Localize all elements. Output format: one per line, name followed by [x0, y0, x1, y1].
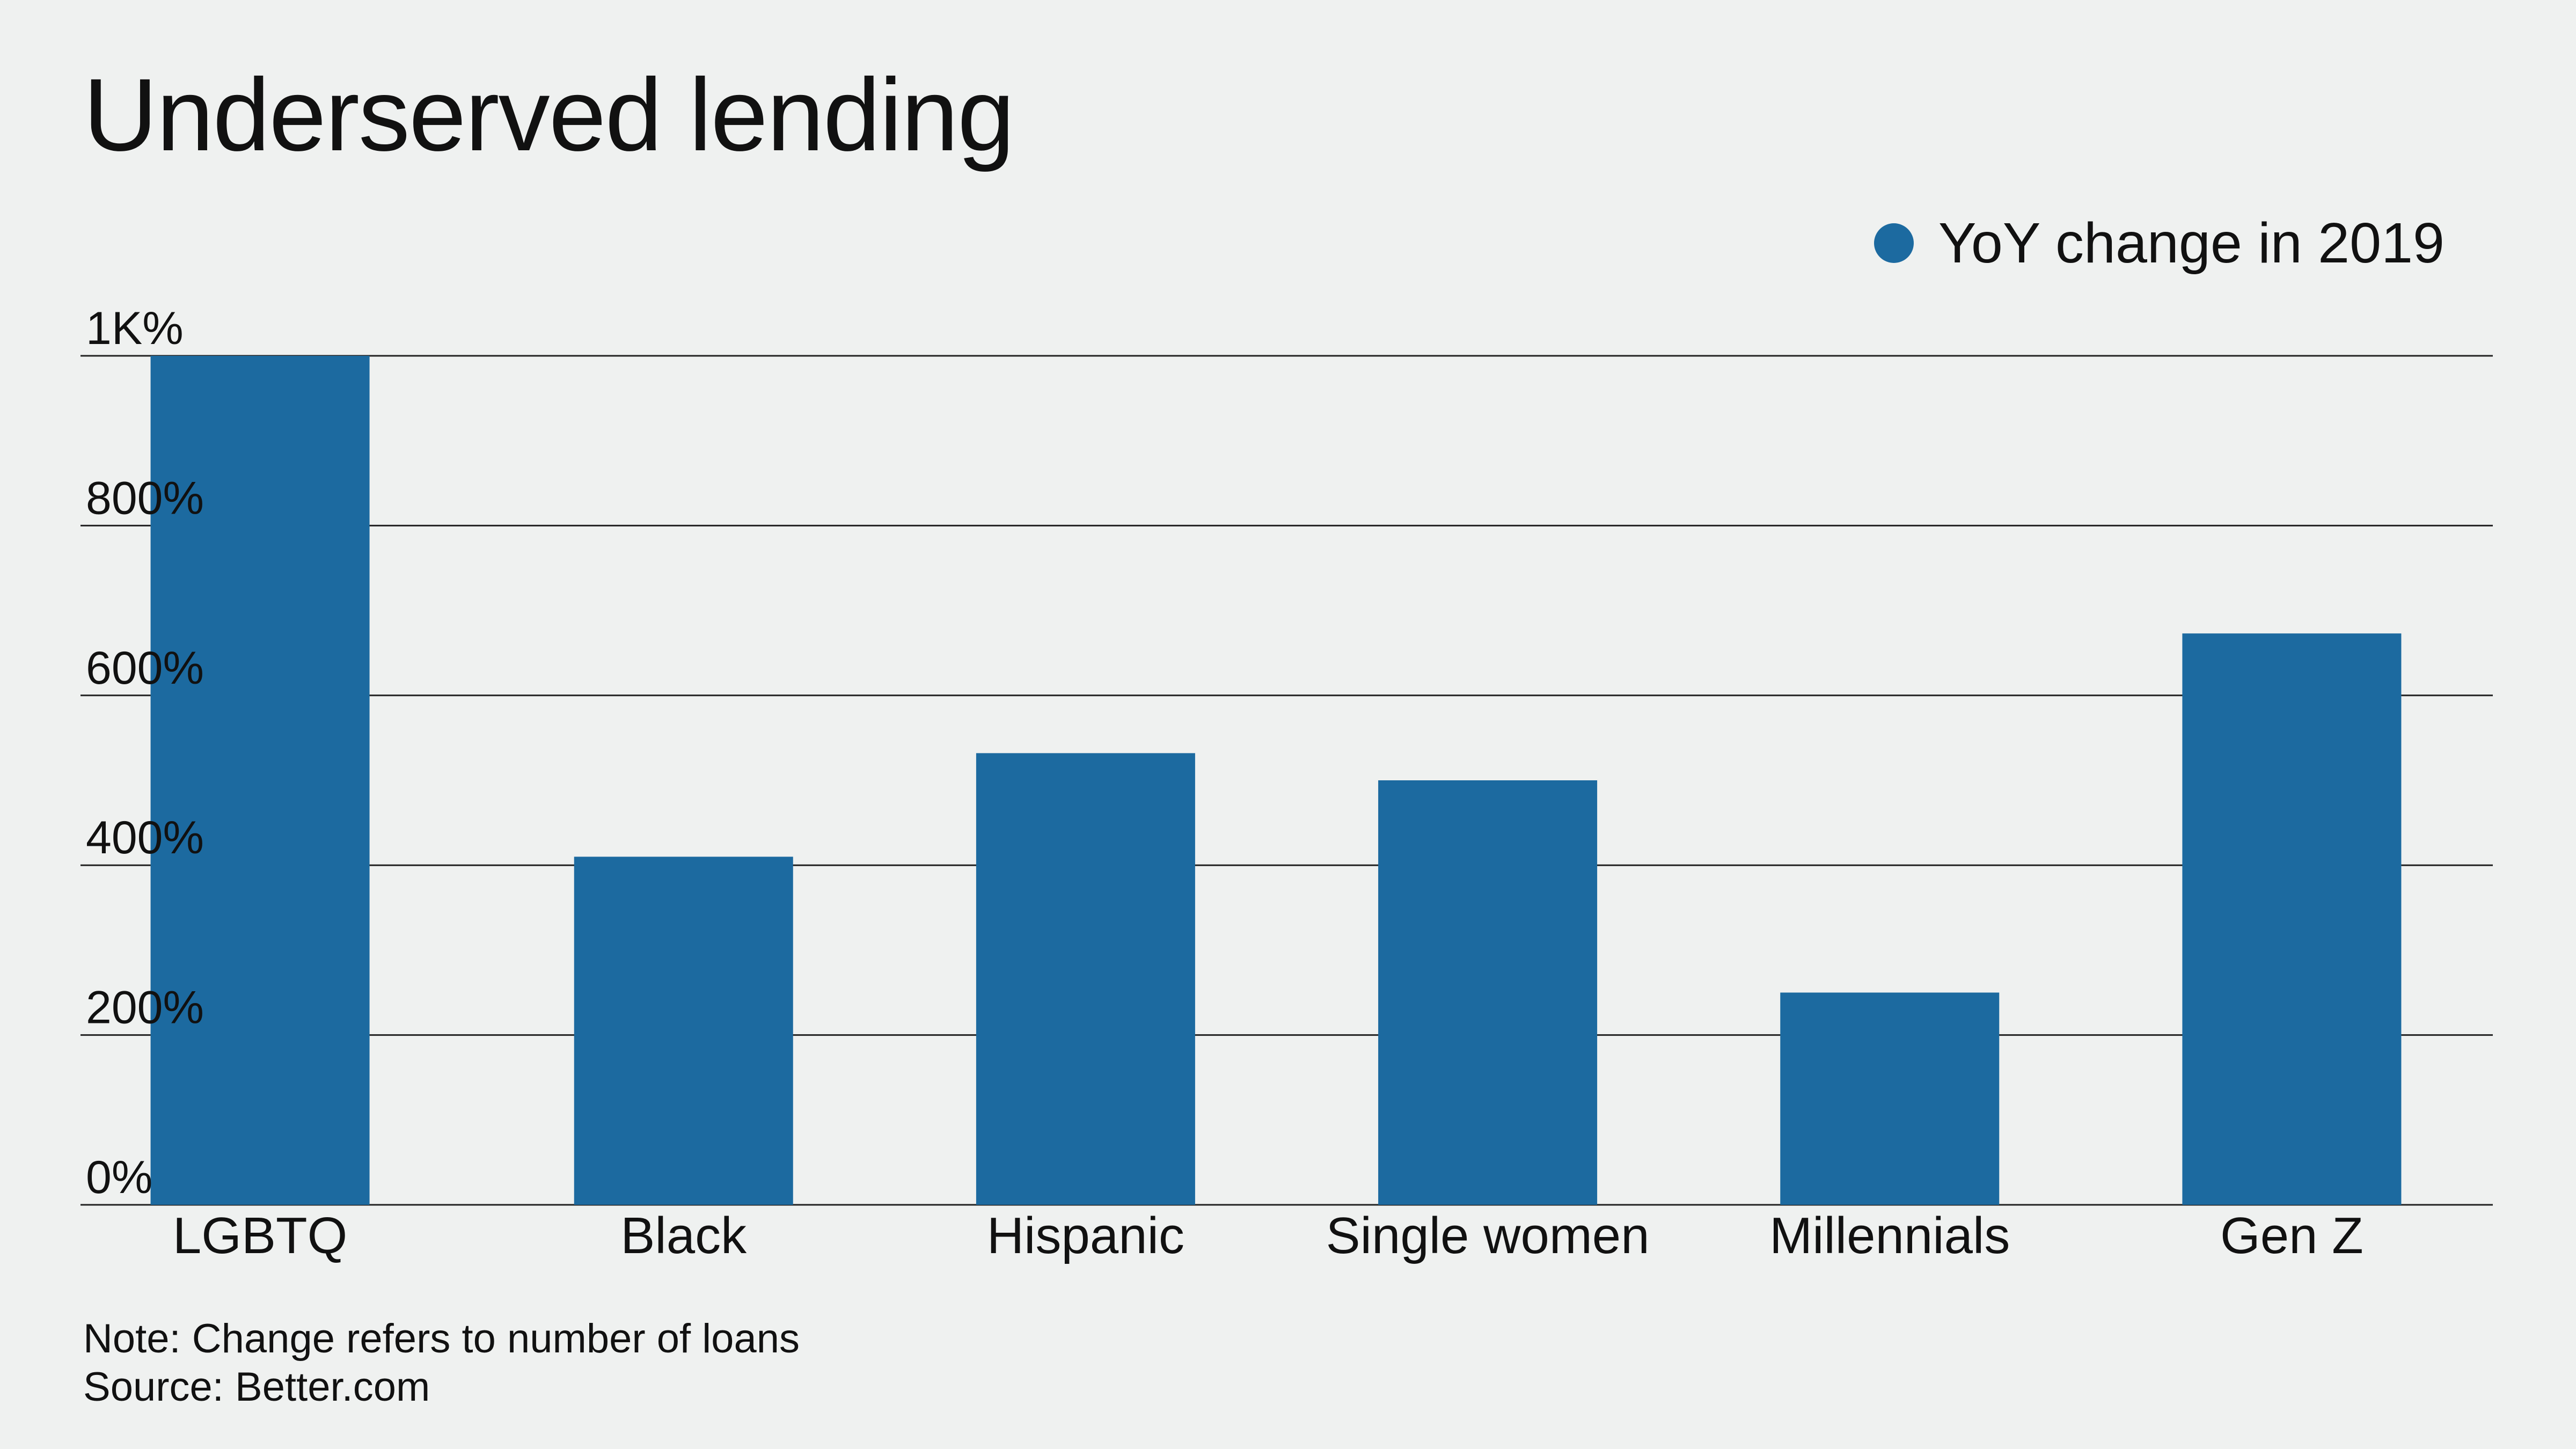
y-tick-label: 1K%: [86, 303, 184, 354]
bar-millennials: [1780, 992, 2000, 1205]
footnotes: Note: Change refers to number of loans S…: [83, 1315, 800, 1411]
chart-title: Underserved lending: [83, 57, 1015, 172]
x-tick-label: Single women: [1326, 1207, 1650, 1264]
x-tick-label: LGBTQ: [173, 1207, 347, 1264]
y-axis-tick-labels: 0% 200% 400% 600% 800% 1K%: [86, 303, 204, 1203]
legend-swatch: [1874, 223, 1914, 263]
bars: [150, 356, 2402, 1205]
note-text: Note: Change refers to number of loans: [83, 1316, 800, 1362]
bar-single-women: [1378, 780, 1598, 1205]
y-tick-label: 800%: [86, 472, 204, 524]
x-tick-label: Millennials: [1769, 1207, 2010, 1264]
bar-black: [574, 857, 793, 1205]
bar-hispanic: [976, 753, 1195, 1205]
x-tick-label: Black: [620, 1207, 747, 1264]
y-tick-label: 0%: [86, 1152, 152, 1203]
source-text: Source: Better.com: [83, 1364, 430, 1410]
x-tick-label: Hispanic: [987, 1207, 1184, 1264]
bar-lgbtq: [150, 356, 370, 1205]
gridlines: [80, 355, 2493, 1206]
y-tick-label: 600%: [86, 642, 204, 694]
legend-label: YoY change in 2019: [1938, 211, 2445, 275]
y-tick-label: 400%: [86, 812, 204, 863]
bar-gen-z: [2182, 633, 2402, 1205]
legend: YoY change in 2019: [1874, 215, 2445, 272]
x-tick-label: Gen Z: [2220, 1207, 2363, 1264]
x-axis-tick-labels: LGBTQ Black Hispanic Single women Millennial…: [173, 1207, 2363, 1264]
y-tick-label: 200%: [86, 982, 204, 1034]
